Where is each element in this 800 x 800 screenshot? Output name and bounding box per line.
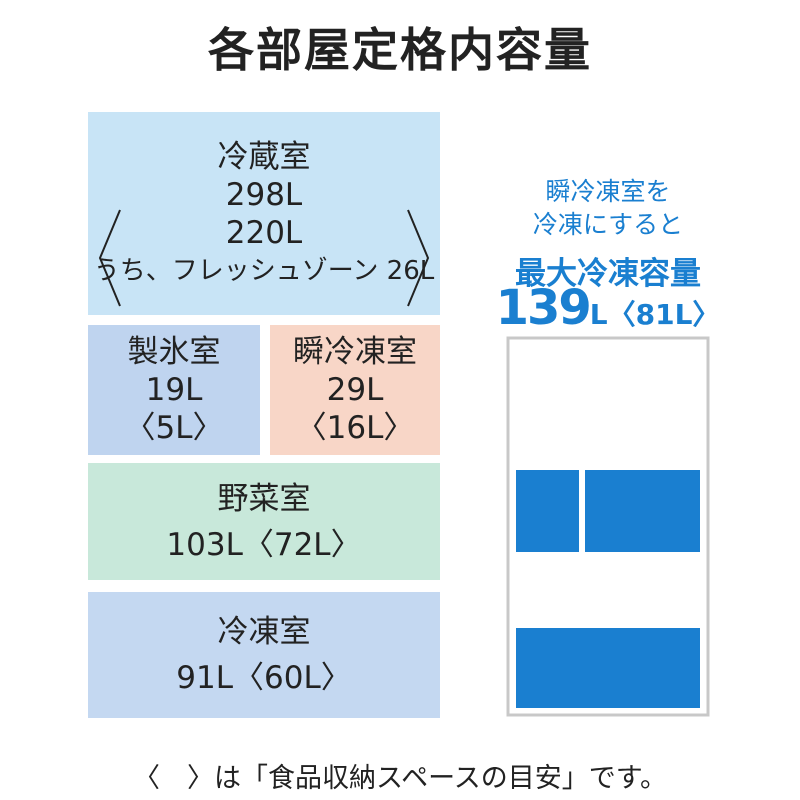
max-value: 139 (495, 280, 592, 336)
quick-freeze-box: 瞬冷凍室 29L 〈16L〉 (270, 325, 440, 455)
fridge-total: 298L (225, 176, 303, 213)
diagram-outline (506, 336, 710, 717)
footnote: 〈 〉は「食品収納スペースの目安」です。 (132, 763, 668, 794)
max-unit: L (589, 298, 608, 331)
max-heading: 最大冷凍容量 (515, 256, 701, 292)
diagram-block (585, 470, 700, 552)
max-line2: 冷凍にすると (532, 210, 684, 239)
max-line1: 瞬冷凍室を (545, 177, 671, 206)
max-food: 〈81L〉 (607, 298, 721, 331)
freezer-total: 91L〈60L〉 (176, 660, 352, 696)
fridge-box: 冷蔵室 298L 220L うち、フレッシュゾーン 26L (88, 112, 440, 315)
fridge-name: 冷蔵室 (217, 138, 311, 175)
vegetable-name: 野菜室 (217, 480, 311, 517)
diagram-block (516, 470, 579, 552)
fridge-fresh-zone: うち、フレッシュゾーン 26L (93, 255, 435, 286)
title: 各部屋定格内容量 (208, 23, 592, 77)
ice-total: 19L (145, 372, 203, 408)
brackets (98, 209, 430, 307)
fridge-food: 220L (225, 214, 303, 251)
vegetable-box: 野菜室 103L〈72L〉 (88, 463, 440, 580)
ice-food: 〈5L〉 (124, 410, 224, 446)
diagram-block (516, 628, 700, 708)
quick-freeze-total: 29L (326, 372, 384, 408)
ice-box: 製氷室 19L 〈5L〉 (88, 325, 260, 455)
freezer-box: 冷凍室 91L〈60L〉 (88, 592, 440, 718)
vegetable-total: 103L〈72L〉 (166, 526, 362, 563)
quick-freeze-name: 瞬冷凍室 (293, 334, 417, 370)
ice-name: 製氷室 (127, 334, 221, 370)
freezer-name: 冷凍室 (217, 614, 311, 650)
max-value-line: 139L〈81L〉 (488, 280, 728, 336)
quick-freeze-food: 〈16L〉 (295, 410, 415, 446)
